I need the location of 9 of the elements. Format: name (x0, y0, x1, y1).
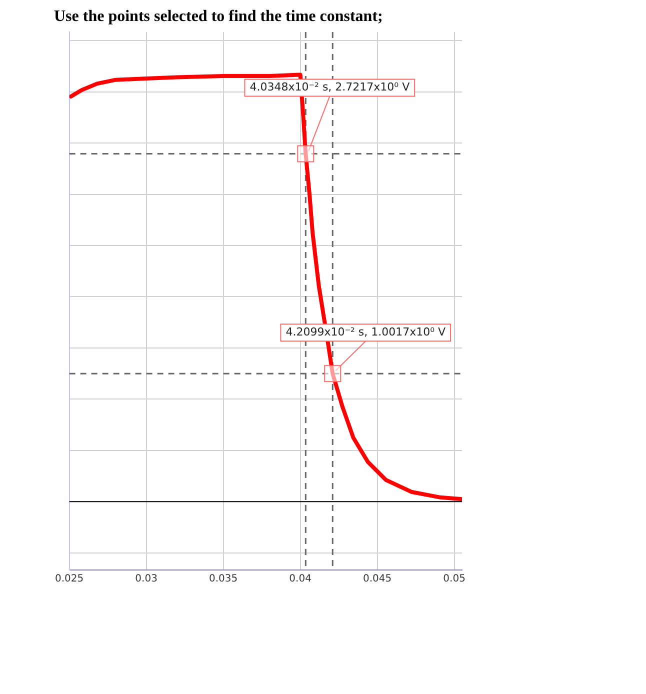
chart-title: Use the points selected to find the time constant; (54, 8, 384, 26)
annotation: 4.2099x10⁻² s, 1.0017x10⁰ V (286, 325, 446, 338)
x-tick-label: 0.04 (289, 574, 312, 585)
x-tick-label: 0.03 (135, 574, 158, 585)
annotation: 4.0348x10⁻² s, 2.7217x10⁰ V (250, 80, 410, 94)
x-tick-label: 0.05 (443, 574, 466, 585)
x-tick-label: 0.025 (54, 574, 84, 585)
x-tick-label: 0.045 (362, 574, 392, 585)
x-tick-label: 0.035 (208, 574, 238, 585)
